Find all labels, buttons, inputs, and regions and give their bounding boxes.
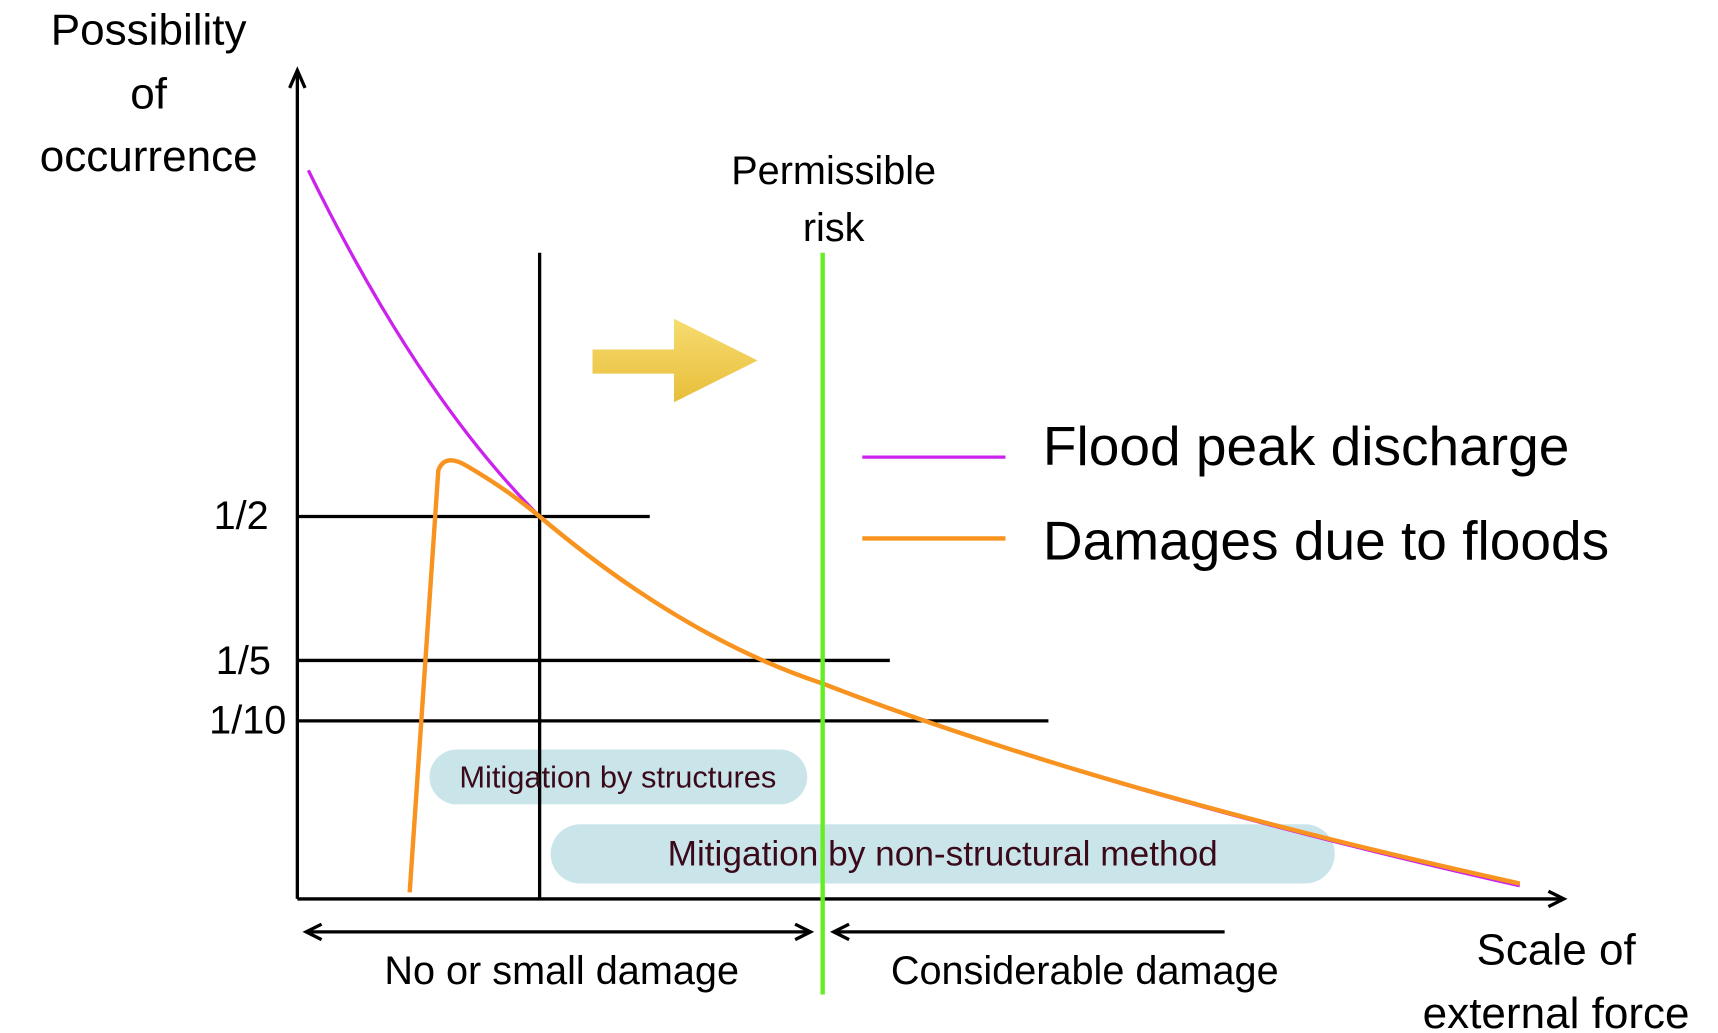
shift-arrow [592,318,758,403]
x-arrow [1547,889,1568,909]
legend-label: Flood peak discharge [1043,415,1569,477]
level-label: 1/5 [216,639,271,683]
y-arrow [288,66,307,89]
range-label: No or small damage [384,949,739,993]
y-axis-label-line: of [130,69,168,118]
arrow-head [794,922,815,942]
level-label: 1/2 [214,494,269,538]
arrow-head [829,922,850,942]
box-non-structural [550,824,1335,884]
range-label: Considerable damage [891,949,1279,993]
threshold-label-line: risk [803,206,865,250]
box-structures [429,749,808,805]
x-axis-label-line: external force [1423,989,1690,1033]
y-axis-label-line: Possibility [51,6,247,55]
x-axis-label-line: Scale of [1477,925,1637,974]
legend-label: Damages due to floods [1043,510,1609,572]
axes [288,66,1568,942]
threshold-label-line: Permissible [731,149,936,193]
y-axis-label: Possibility of occurrence [40,6,258,181]
level-labels: 1/2 1/5 1/10 [209,494,286,742]
y-axis-label-line: occurrence [40,132,258,181]
x-axis-label: Scale of external force [1423,925,1690,1033]
level-label: 1/10 [209,699,286,743]
damage-curve [407,458,1521,893]
legend: Flood peak discharge Damages due to floo… [862,415,1609,572]
box-label: Mitigation by non-structural method [668,834,1218,873]
arrow-head [302,922,323,942]
threshold-label: Permissible risk [731,149,936,250]
box-label: Mitigation by structures [459,759,776,794]
